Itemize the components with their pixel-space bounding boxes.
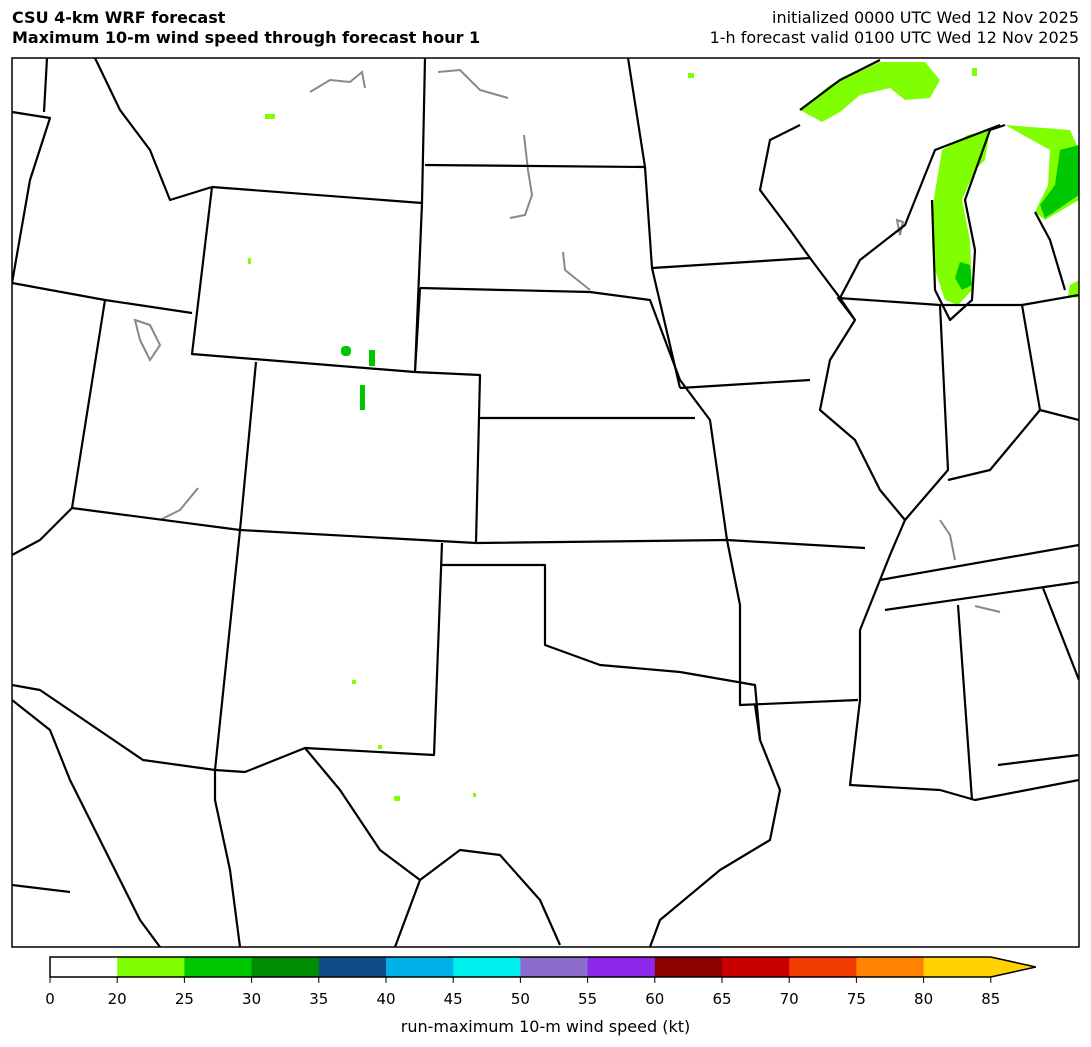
colorbar (49, 956, 1036, 983)
colorbar-swatch (587, 957, 656, 977)
colorbar-tick-label: 35 (309, 990, 329, 1008)
colorbar-swatch (251, 957, 320, 977)
colorbar-swatch (50, 957, 118, 977)
colorbar-swatch (386, 957, 454, 977)
lakes-rivers (133, 68, 1001, 613)
colorbar-tick-label: 25 (174, 990, 194, 1008)
colorbar-swatch (318, 957, 387, 977)
colorbar-tick-label: 30 (242, 990, 262, 1008)
title-line-1: CSU 4-km WRF forecast (12, 8, 226, 27)
colorbar-tick-label: 50 (510, 990, 530, 1008)
colorbar-label: run-maximum 10-m wind speed (kt) (400, 1017, 691, 1036)
colorbar-swatch (520, 957, 589, 977)
colorbar-swatch (722, 957, 790, 977)
colorbar-swatch (856, 957, 925, 977)
colorbar-tick-label: 20 (107, 990, 127, 1008)
colorbar-tick-label: 85 (981, 990, 1001, 1008)
colorbar-swatch (789, 957, 857, 977)
wind-area-lake-superior (800, 62, 940, 122)
colorbar-tick-label: 75 (846, 990, 866, 1008)
wind-area-lake-michigan-core (955, 262, 972, 290)
init-time: initialized 0000 UTC Wed 12 Nov 2025 (772, 8, 1079, 27)
state-borders (12, 58, 1079, 947)
colorbar-swatch (117, 957, 185, 977)
colorbar-tick-label: 65 (712, 990, 732, 1008)
colorbar-tick-label: 55 (578, 990, 598, 1008)
colorbar-swatch (453, 957, 521, 977)
title-line-2: Maximum 10-m wind speed through forecast… (12, 28, 481, 47)
colorbar-tick-label: 40 (376, 990, 396, 1008)
colorbar-tick-label: 0 (45, 990, 55, 1008)
wind-field (248, 62, 1079, 801)
colorbar-swatch (184, 957, 253, 977)
wind-area-lake-erie (1068, 280, 1079, 298)
colorbar-swatch (654, 957, 723, 977)
colorbar-swatch (923, 957, 1036, 977)
map-frame (11, 57, 1080, 948)
colorbar-tick-label: 60 (645, 990, 665, 1008)
colorbar-tick-label: 80 (914, 990, 934, 1008)
colorbar-tick-label: 45 (443, 990, 463, 1008)
wind-area-lake-michigan (932, 130, 990, 305)
valid-time: 1-h forecast valid 0100 UTC Wed 12 Nov 2… (709, 28, 1079, 47)
colorbar-tick-label: 70 (779, 990, 799, 1008)
wind-area-lake-huron-core (1040, 145, 1079, 218)
